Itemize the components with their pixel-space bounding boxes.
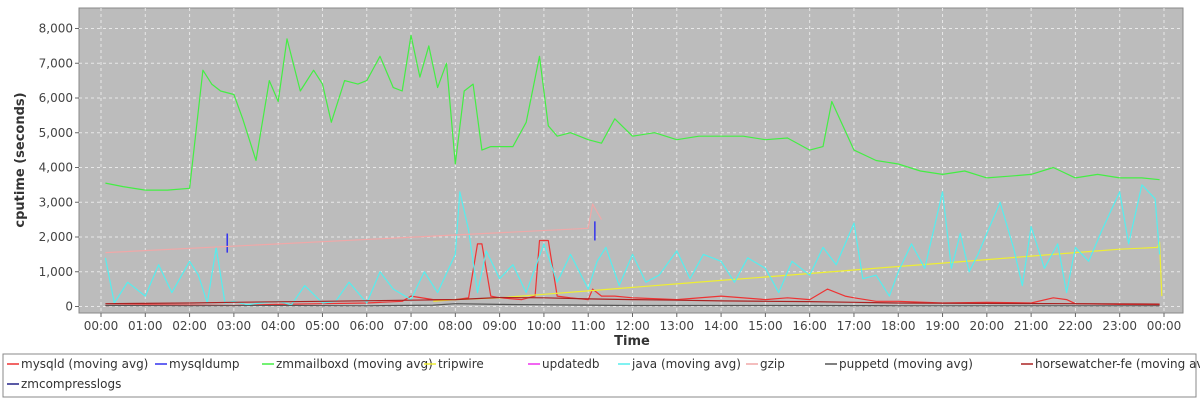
x-tick-label: 08:00 [438,319,473,333]
x-tick-label: 04:00 [261,319,296,333]
legend-label-tripwire: tripwire [438,357,484,371]
y-tick-label: 0 [65,300,73,314]
y-tick-label: 6,000 [39,91,73,105]
x-tick-label: 22:00 [1058,319,1093,333]
y-tick-label: 4,000 [39,161,73,175]
legend-label-java: java (moving avg) [631,357,741,371]
x-axis-title: Time [614,334,650,349]
x-tick-label: 02:00 [172,319,207,333]
series-puppetd-line [105,303,1160,307]
plot-area [78,7,1184,314]
grid-lines [79,8,1183,313]
y-axis-title: cputime (seconds) [13,92,28,227]
series-mysqld-line [105,239,1160,307]
x-tick-label: 03:00 [217,319,252,333]
legend-label-mysqldump: mysqldump [169,357,240,371]
x-tick-label: 00:00 [84,319,119,333]
x-tick-label: 06:00 [349,319,384,333]
series-zmmailboxd-line [105,34,1160,191]
y-tick-label: 5,000 [39,126,73,140]
x-tick-label: 17:00 [837,319,872,333]
x-tick-label: 05:00 [305,319,340,333]
y-tick-label: 1,000 [39,265,73,279]
legend-label-gzip: gzip [760,357,785,371]
x-tick-label: 14:00 [704,319,739,333]
x-tick-label: 18:00 [881,319,916,333]
x-tick-label: 07:00 [394,319,429,333]
x-tick-label: 13:00 [659,319,694,333]
legend-label-updatedb: updatedb [542,357,600,371]
legend-label-zmcompresslogs: zmcompresslogs [21,377,121,391]
x-tick-label: 15:00 [748,319,783,333]
legend-label-zmmailboxd: zmmailboxd (moving avg) [276,357,433,371]
x-tick-label: 23:00 [1102,319,1137,333]
x-tick-label: 19:00 [925,319,960,333]
series-gzip-line [105,203,603,254]
series-tripwire-line [433,241,1163,302]
y-tick-label: 2,000 [39,230,73,244]
legend-label-horsewatcher-fe: horsewatcher-fe (moving avg) [1035,357,1200,371]
series-layer [104,34,1163,307]
x-tick-label: 20:00 [970,319,1005,333]
x-axis: 00:00 01:00 02:00 03:00 04:00 05:00 06:00 07:00… [84,313,1182,333]
y-axis: 0 1,000 2,000 3,000 4,000 5,000 6,000 7,000 8,00… [39,22,79,314]
x-tick-label: 09:00 [482,319,517,333]
x-tick-label: 12:00 [615,319,650,333]
legend-box [2,353,1197,398]
legend-label-puppetd: puppetd (moving avg) [839,357,973,371]
legend-label-mysqld: mysqld (moving avg) [21,357,148,371]
y-tick-label: 7,000 [39,56,73,70]
y-tick-label: 8,000 [39,22,73,36]
x-tick-label: 00:00 [1147,319,1182,333]
series-horsewatcher-fe-line [105,296,1160,305]
x-tick-label: 01:00 [128,319,163,333]
x-tick-label: 16:00 [792,319,827,333]
x-tick-label: 21:00 [1014,319,1049,333]
x-tick-label: 10:00 [527,319,562,333]
y-tick-label: 3,000 [39,195,73,209]
legend: mysqld (moving avg) mysqldump zmmailboxd (… [7,357,1200,391]
x-tick-label: 11:00 [571,319,606,333]
